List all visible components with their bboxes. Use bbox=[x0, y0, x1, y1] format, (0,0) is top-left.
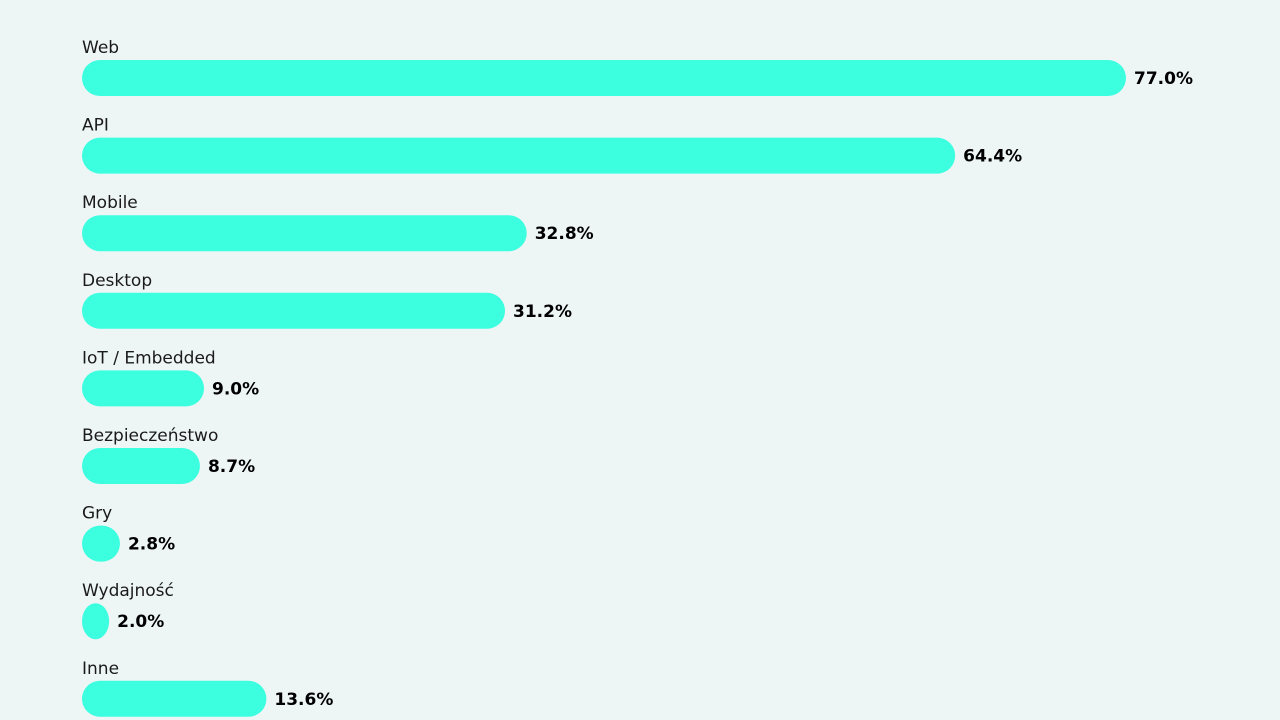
category-label: Bezpieczeństwo bbox=[82, 426, 218, 446]
value-label: 9.0% bbox=[212, 379, 259, 399]
category-label: Wydajność bbox=[82, 581, 174, 601]
value-label: 31.2% bbox=[513, 302, 572, 322]
bar bbox=[82, 448, 200, 484]
value-label: 8.7% bbox=[208, 457, 255, 477]
value-label: 13.6% bbox=[274, 690, 333, 710]
bar bbox=[82, 603, 110, 640]
category-label: Mobile bbox=[82, 193, 138, 213]
value-label: 32.8% bbox=[535, 224, 594, 244]
category-label: API bbox=[82, 116, 109, 136]
bar bbox=[82, 292, 506, 329]
bar bbox=[82, 215, 527, 252]
value-label: 77.0% bbox=[1134, 69, 1193, 89]
category-label: Web bbox=[82, 38, 119, 58]
category-label: Desktop bbox=[82, 271, 152, 291]
bar bbox=[82, 525, 120, 562]
value-label: 64.4% bbox=[963, 147, 1022, 167]
bar bbox=[82, 137, 956, 174]
category-label: Inne bbox=[82, 659, 119, 679]
bar bbox=[82, 370, 205, 407]
value-label: 2.0% bbox=[117, 612, 164, 632]
category-label: Gry bbox=[82, 504, 112, 524]
bar bbox=[82, 60, 1126, 96]
value-label: 2.8% bbox=[128, 535, 175, 555]
bar bbox=[82, 680, 267, 717]
category-label: IoT / Embedded bbox=[82, 348, 216, 368]
